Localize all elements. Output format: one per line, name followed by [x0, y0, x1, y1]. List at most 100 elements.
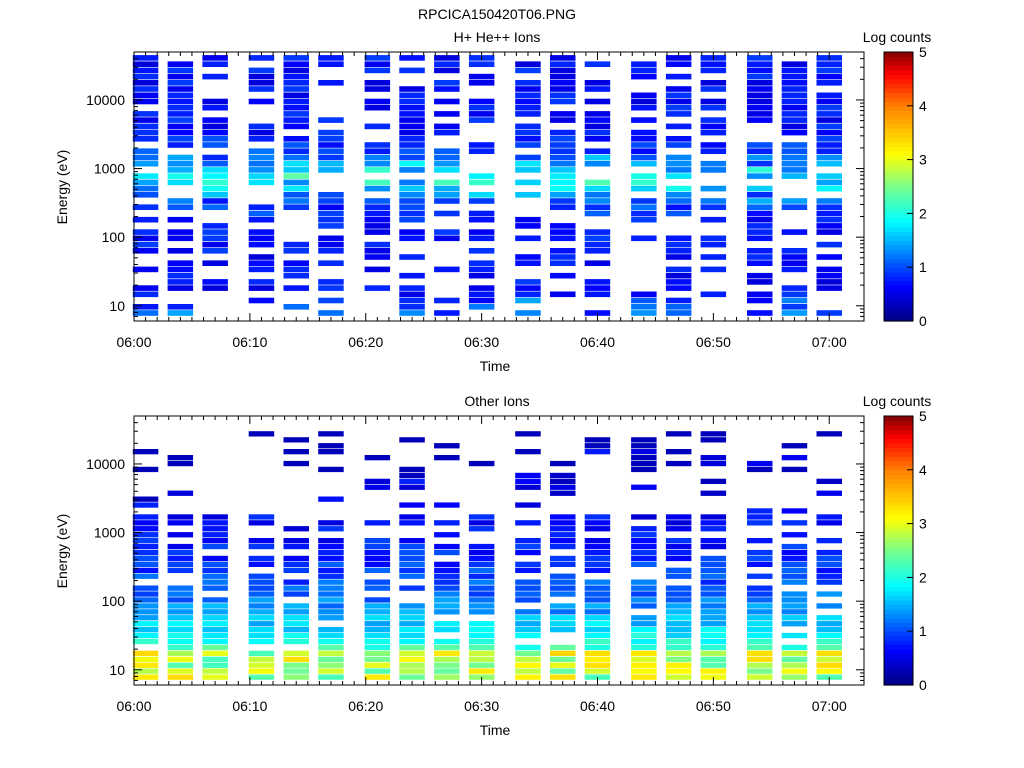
heatmap-cell: [364, 86, 391, 92]
heatmap-cell: [584, 80, 611, 86]
heatmap-cell: [364, 549, 391, 556]
heatmap-cell: [167, 638, 194, 645]
heatmap-cell: [781, 167, 808, 173]
heatmap-cell: [700, 668, 727, 674]
heatmap-cell: [318, 61, 344, 67]
heatmap-cell: [132, 179, 159, 186]
heatmap-cell: [283, 73, 309, 80]
heatmap-cell: [515, 627, 541, 633]
colorbar-segment: [884, 316, 913, 322]
heatmap-cell: [248, 632, 275, 639]
heatmap-cell: [631, 179, 657, 186]
colorbar-tick-label: 2: [919, 569, 927, 585]
heatmap-cell: [318, 662, 344, 668]
heatmap-cell: [665, 585, 692, 591]
heatmap-cell: [399, 210, 425, 217]
heatmap-cell: [167, 455, 194, 461]
heatmap-cell: [550, 291, 576, 298]
heatmap-cell: [631, 216, 657, 223]
heatmap-cell: [700, 142, 727, 148]
heatmap-cell: [434, 148, 460, 154]
heatmap-cell: [550, 561, 576, 567]
heatmap-cell: [584, 638, 611, 645]
heatmap-cell: [816, 279, 842, 285]
heatmap-cell: [781, 98, 808, 105]
heatmap-cell: [816, 204, 842, 210]
heatmap-cell: [364, 223, 391, 229]
heatmap-cell: [665, 192, 692, 198]
heatmap-cell: [132, 235, 159, 242]
heatmap-cell: [434, 455, 460, 461]
heatmap-cell: [283, 656, 309, 662]
heatmap-cell: [584, 291, 611, 298]
heatmap-cell: [167, 656, 194, 662]
colorbar-segment: [884, 595, 913, 601]
heatmap-cell: [584, 123, 611, 130]
heatmap-cell: [132, 129, 159, 136]
x-tick-label: 06:30: [464, 334, 499, 350]
heatmap-cell: [747, 111, 773, 117]
colorbar-segment: [884, 280, 913, 286]
heatmap-cell: [515, 179, 541, 186]
heatmap-cell: [515, 92, 541, 99]
heatmap-cell: [248, 603, 275, 609]
colorbar-segment: [884, 235, 913, 241]
heatmap-cell: [665, 597, 692, 603]
heatmap-cell: [515, 591, 541, 597]
heatmap-cell: [665, 254, 692, 260]
heatmap-cell: [248, 650, 275, 656]
heatmap-cell: [202, 597, 228, 603]
heatmap-cell: [515, 549, 541, 556]
heatmap-cell: [550, 615, 576, 621]
heatmap-cell: [781, 650, 808, 656]
heatmap-cell: [550, 260, 576, 266]
y-tick-label: 10000: [86, 92, 125, 108]
heatmap-cell: [202, 573, 228, 579]
heatmap-cell: [132, 538, 159, 544]
heatmap-cell: [747, 185, 773, 192]
heatmap-cell: [515, 674, 541, 680]
colorbar-segment: [884, 519, 913, 525]
heatmap-cell: [515, 662, 541, 668]
heatmap-cell: [248, 154, 275, 161]
heatmap-cell: [399, 229, 425, 235]
colorbar-segment: [884, 244, 913, 250]
heatmap-cell: [781, 561, 808, 567]
panel-1-colorbar-label: Log counts: [863, 29, 932, 45]
colorbar-segment: [884, 510, 913, 516]
heatmap-cell: [816, 579, 842, 585]
heatmap-cell: [167, 668, 194, 674]
heatmap-cell: [399, 437, 425, 443]
heatmap-cell: [550, 254, 576, 260]
heatmap-cell: [816, 173, 842, 179]
heatmap-cell: [399, 668, 425, 674]
colorbar-segment: [884, 231, 913, 237]
heatmap-cell: [584, 656, 611, 662]
heatmap-cell: [665, 543, 692, 550]
heatmap-cell: [248, 98, 275, 105]
heatmap-cell: [700, 86, 727, 92]
heatmap-cell: [747, 86, 773, 92]
heatmap-cell: [248, 543, 275, 550]
colorbar-segment: [884, 451, 913, 457]
heatmap-cell: [283, 627, 309, 633]
heatmap-cell: [700, 650, 727, 656]
heatmap-cell: [700, 291, 727, 298]
heatmap-cell: [434, 621, 460, 627]
heatmap-cell: [202, 104, 228, 111]
heatmap-cell: [747, 216, 773, 223]
heatmap-cell: [318, 597, 344, 603]
heatmap-cell: [781, 644, 808, 651]
heatmap-cell: [700, 609, 727, 615]
heatmap-cell: [283, 167, 309, 173]
heatmap-cell: [202, 644, 228, 651]
heatmap-cell: [584, 437, 611, 443]
heatmap-cell: [399, 615, 425, 621]
heatmap-cell: [364, 67, 391, 74]
heatmap-cell: [700, 67, 727, 74]
colorbar-segment: [884, 150, 913, 156]
colorbar-segment: [884, 622, 913, 628]
panel-other-ions: Other Ions 06:00 06:10 06:20 06:30 06:40 06:5…: [54, 393, 931, 738]
heatmap-cell: [631, 67, 657, 74]
heatmap-cell: [665, 154, 692, 161]
